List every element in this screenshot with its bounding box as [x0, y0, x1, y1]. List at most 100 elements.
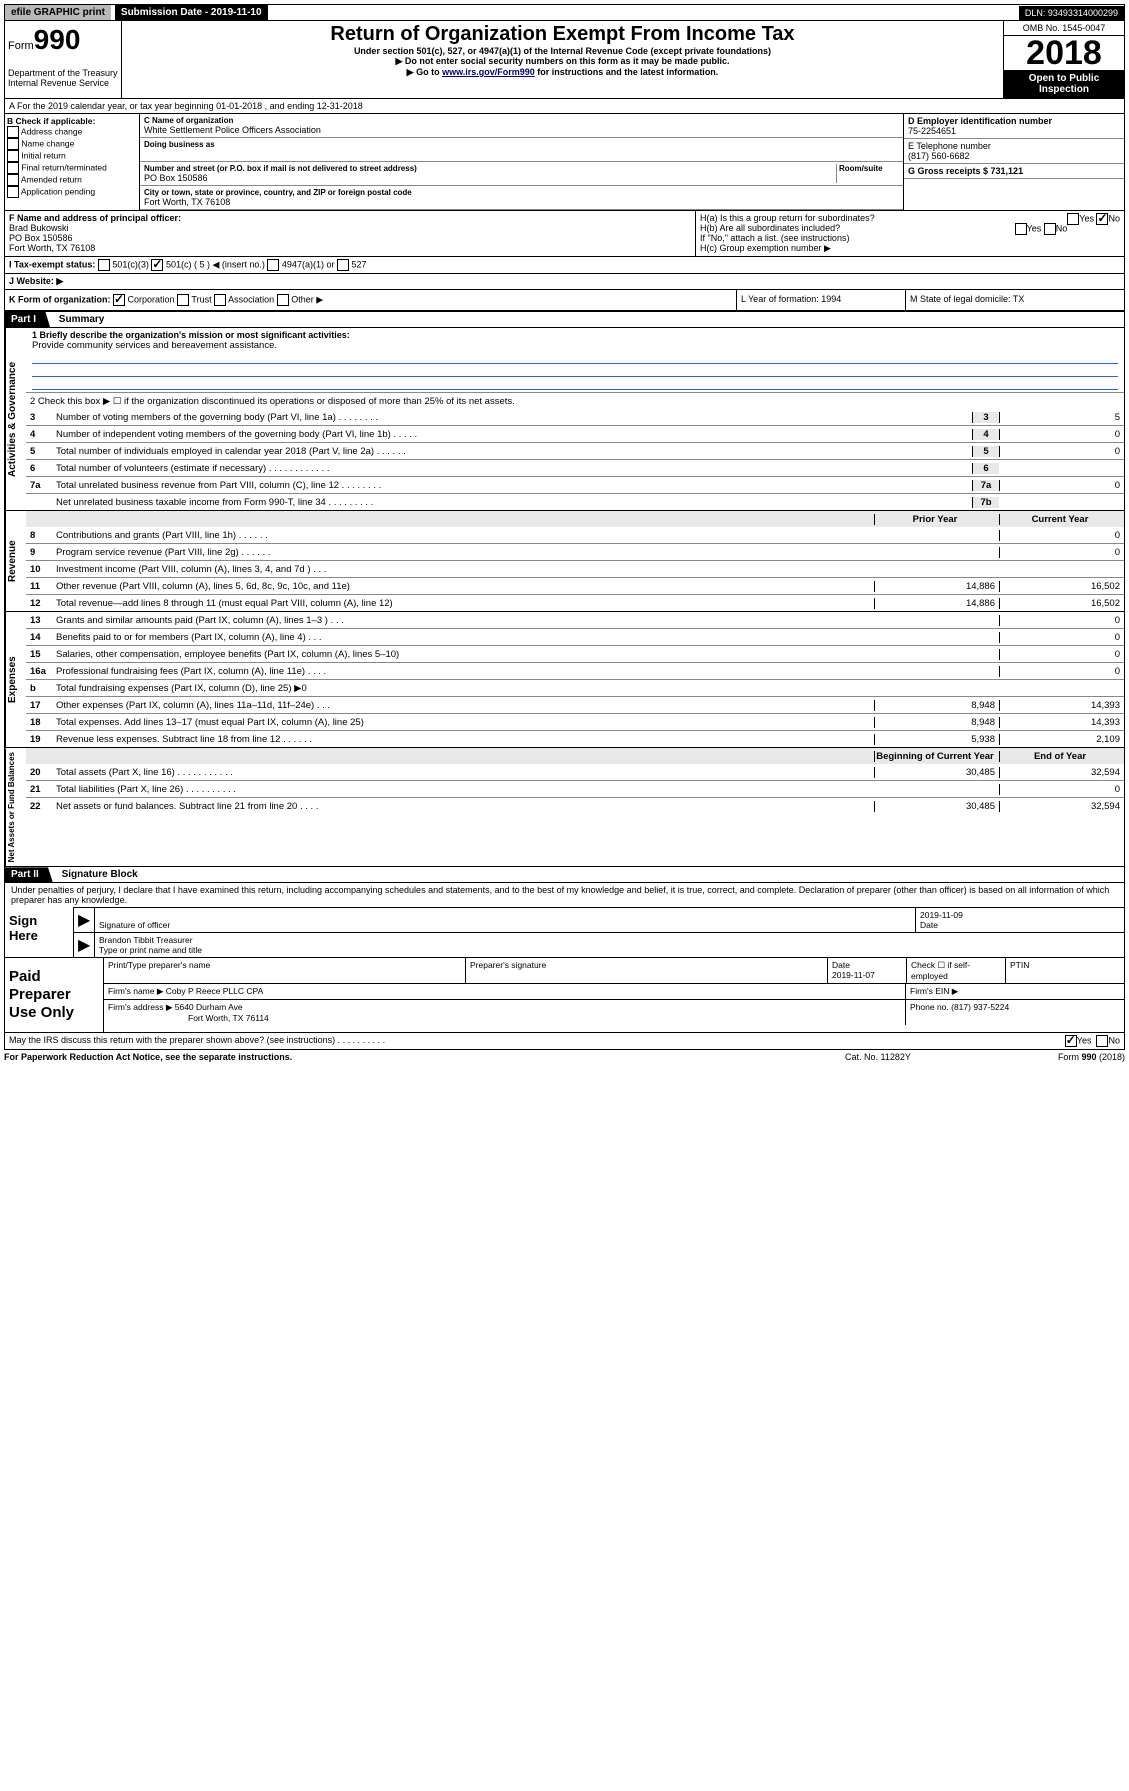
table-row: 14Benefits paid to or for members (Part …	[26, 628, 1124, 645]
vert-expenses: Expenses	[5, 612, 26, 747]
city-label: City or town, state or province, country…	[144, 188, 899, 197]
section-b: B Check if applicable: Address change Na…	[4, 114, 1125, 211]
table-row: 22Net assets or fund balances. Subtract …	[26, 797, 1124, 814]
paid-label: Paid Preparer Use Only	[5, 958, 103, 1032]
b-checkboxes: B Check if applicable: Address change Na…	[5, 114, 140, 210]
firm-ein: Firm's EIN ▶	[906, 984, 1124, 999]
activities-governance: Activities & Governance 1 Briefly descri…	[4, 328, 1125, 511]
dba-label: Doing business as	[144, 140, 899, 149]
table-row: Net unrelated business taxable income fr…	[26, 493, 1124, 510]
table-row: 10Investment income (Part VIII, column (…	[26, 560, 1124, 577]
paid-preparer: Paid Preparer Use Only Print/Type prepar…	[4, 958, 1125, 1033]
printed-name: Brandon Tibbit Treasurer	[99, 935, 1120, 945]
ptin: PTIN	[1006, 958, 1124, 983]
vert-net-assets: Net Assets or Fund Balances	[5, 748, 26, 866]
j-website: J Website: ▶	[9, 276, 63, 286]
cb-address-change[interactable]: Address change	[7, 126, 137, 138]
f-label: F Name and address of principal officer:	[9, 213, 691, 223]
sig-date-label: Date	[920, 920, 1120, 930]
col-prior: Prior Year	[874, 514, 999, 525]
form-990: 990	[34, 24, 81, 55]
org-name: White Settlement Police Officers Associa…	[144, 125, 899, 135]
efile-print[interactable]: efile GRAPHIC print	[5, 5, 111, 20]
firm-name-label: Firm's name ▶	[108, 986, 163, 996]
part1-header: Part I	[5, 312, 50, 327]
subtitle-3: ▶ Go to www.irs.gov/Form990 for instruct…	[124, 67, 1001, 78]
firm-addr2: Fort Worth, TX 76114	[108, 1013, 269, 1023]
declaration: Under penalties of perjury, I declare th…	[5, 883, 1124, 907]
table-row: 13Grants and similar amounts paid (Part …	[26, 612, 1124, 628]
table-row: 17Other expenses (Part IX, column (A), l…	[26, 696, 1124, 713]
i-label: I Tax-exempt status:	[9, 259, 95, 269]
prep-date: 2019-11-07	[832, 970, 875, 980]
prep-date-label: Date	[832, 960, 850, 970]
table-row: 5Total number of individuals employed in…	[26, 442, 1124, 459]
part2-title: Signature Block	[56, 869, 138, 880]
k-label: K Form of organization:	[9, 294, 111, 304]
dln: DLN: 93493314000299	[1019, 6, 1124, 20]
table-row: 6Total number of volunteers (estimate if…	[26, 459, 1124, 476]
sign-here-label: Sign Here	[5, 907, 74, 957]
b-mid: C Name of organization White Settlement …	[140, 114, 903, 210]
address: PO Box 150586	[144, 173, 836, 183]
officer-addr1: PO Box 150586	[9, 233, 691, 243]
cb-application-pending[interactable]: Application pending	[7, 186, 137, 198]
firm-name: Coby P Reece PLLC CPA	[166, 986, 263, 996]
discuss-no: No	[1108, 1036, 1120, 1046]
sig-officer-label: Signature of officer	[99, 920, 911, 930]
b-right: D Employer identification number 75-2254…	[903, 114, 1124, 210]
vert-revenue: Revenue	[5, 511, 26, 611]
table-row: 3Number of voting members of the governi…	[26, 409, 1124, 425]
table-row: 16aProfessional fundraising fees (Part I…	[26, 662, 1124, 679]
form-ref: Form 990 (2018)	[985, 1052, 1125, 1062]
submission-date: Submission Date - 2019-11-10	[115, 5, 268, 20]
i-527: 527	[351, 259, 366, 269]
line1-label: 1 Briefly describe the organization's mi…	[32, 330, 1118, 340]
subtitle-2: ▶ Do not enter social security numbers o…	[124, 56, 1001, 67]
cb-initial-return[interactable]: Initial return	[7, 150, 137, 162]
form-title: Return of Organization Exempt From Incom…	[124, 23, 1001, 46]
row-k: K Form of organization: Corporation Trus…	[4, 290, 1125, 311]
col-beginning: Beginning of Current Year	[874, 751, 999, 762]
table-row: 4Number of independent voting members of…	[26, 425, 1124, 442]
form-header: Form990 Department of the Treasury Inter…	[4, 21, 1125, 99]
phone: (817) 560-6682	[908, 151, 1120, 161]
gross-receipts: G Gross receipts $ 731,121	[908, 166, 1120, 176]
table-row: 19Revenue less expenses. Subtract line 1…	[26, 730, 1124, 747]
print-prep: Print/Type preparer's name	[104, 958, 466, 983]
cb-amended[interactable]: Amended return	[7, 174, 137, 186]
addr-label: Number and street (or P.O. box if mail i…	[144, 164, 836, 173]
part1-title: Summary	[53, 314, 105, 325]
c-label: C Name of organization	[144, 116, 899, 125]
col-end: End of Year	[999, 751, 1124, 762]
room-label: Room/suite	[839, 164, 899, 173]
ein: 75-2254651	[908, 126, 1120, 136]
table-row: 12Total revenue—add lines 8 through 11 (…	[26, 594, 1124, 611]
ha-label: H(a) Is this a group return for subordin…	[700, 213, 875, 223]
check-self-employed: Check ☐ if self-employed	[907, 958, 1006, 983]
cb-name-change[interactable]: Name change	[7, 138, 137, 150]
cat-no: Cat. No. 11282Y	[845, 1052, 985, 1062]
form-number: Form990	[8, 24, 118, 56]
dept-treasury: Department of the Treasury	[8, 68, 118, 78]
table-row: 15Salaries, other compensation, employee…	[26, 645, 1124, 662]
m-state: M State of legal domicile: TX	[905, 290, 1124, 310]
l-year-formation: L Year of formation: 1994	[736, 290, 905, 310]
tax-year: 2018	[1004, 36, 1124, 70]
k-other: Other ▶	[291, 294, 323, 304]
paperwork-notice: For Paperwork Reduction Act Notice, see …	[4, 1052, 845, 1062]
k-assoc: Association	[228, 294, 274, 304]
footer: For Paperwork Reduction Act Notice, see …	[4, 1050, 1125, 1064]
officer-name: Brad Bukowski	[9, 223, 691, 233]
i-501c: 501(c) ( 5 ) ◀ (insert no.)	[166, 259, 265, 269]
irs-link[interactable]: www.irs.gov/Form990	[442, 67, 535, 77]
cb-final-return[interactable]: Final return/terminated	[7, 162, 137, 174]
discuss-text: May the IRS discuss this return with the…	[9, 1035, 385, 1045]
row-j: J Website: ▶	[4, 274, 1125, 290]
topbar: efile GRAPHIC print Submission Date - 20…	[4, 4, 1125, 21]
expenses-section: Expenses 13Grants and similar amounts pa…	[4, 612, 1125, 748]
col-current: Current Year	[999, 514, 1124, 525]
table-row: 18Total expenses. Add lines 13–17 (must …	[26, 713, 1124, 730]
irs-label: Internal Revenue Service	[8, 78, 118, 88]
hc-label: H(c) Group exemption number ▶	[700, 243, 1120, 254]
